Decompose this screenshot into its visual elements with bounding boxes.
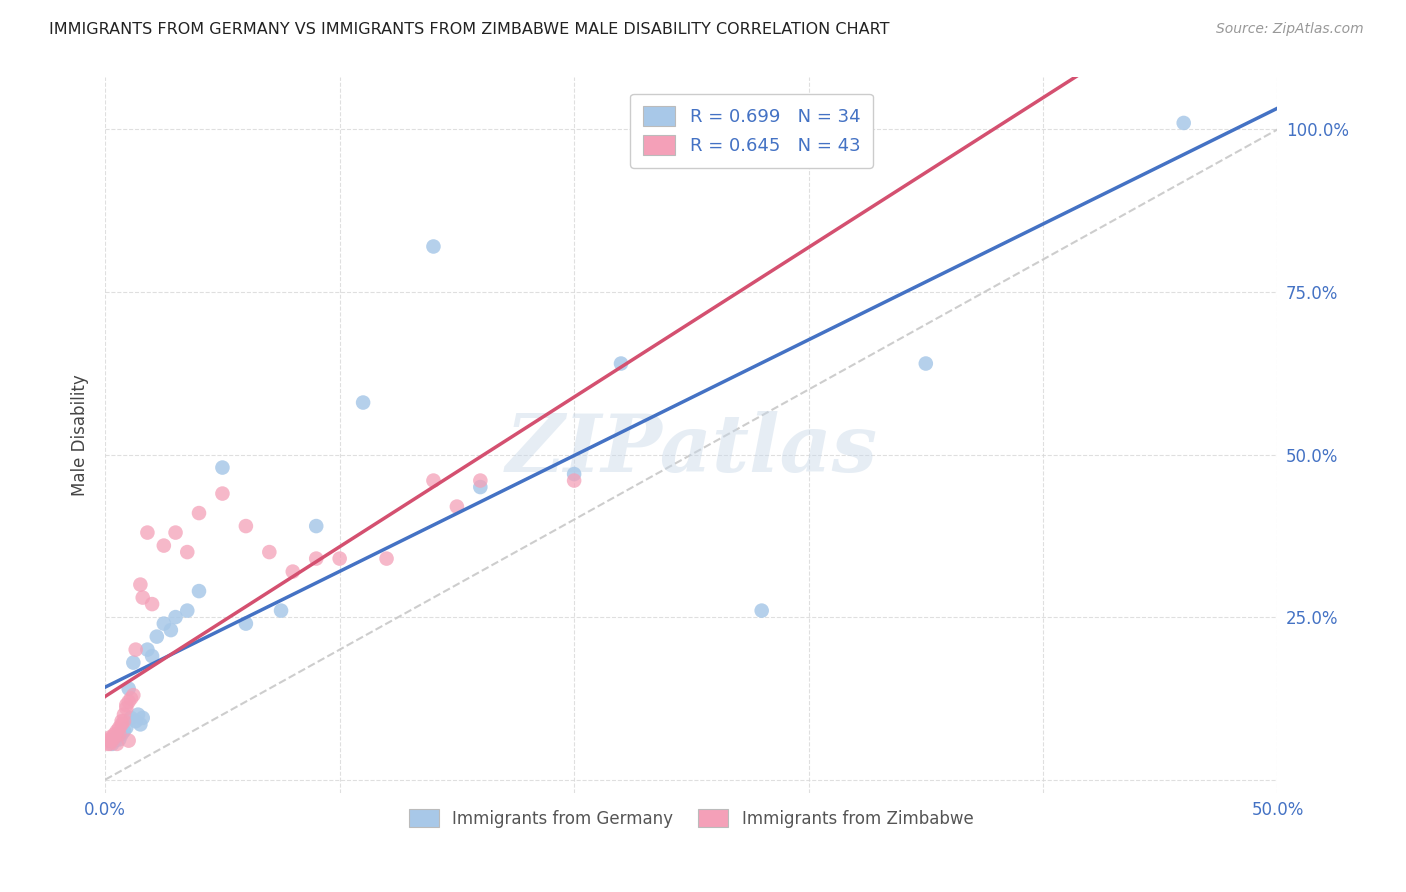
Point (115, 701, 138, 715)
Point (446, 500, 468, 514)
Point (98, 737, 121, 751)
Point (422, 239, 444, 253)
Point (105, 727, 128, 741)
Point (118, 695, 141, 709)
Point (329, 551, 352, 566)
Point (352, 395, 374, 409)
Point (132, 591, 155, 605)
Text: Source: ZipAtlas.com: Source: ZipAtlas.com (1216, 22, 1364, 37)
Point (188, 584, 211, 599)
Point (562, 467, 585, 481)
Point (120, 711, 142, 725)
Legend: Immigrants from Germany, Immigrants from Zimbabwe: Immigrants from Germany, Immigrants from… (402, 803, 980, 834)
Point (270, 604, 292, 618)
Point (211, 460, 233, 475)
Point (141, 597, 163, 611)
Point (160, 623, 183, 637)
Point (129, 717, 152, 731)
Point (112, 714, 135, 728)
Point (112, 707, 135, 722)
Point (112, 723, 135, 738)
Point (136, 642, 159, 657)
Point (127, 707, 149, 722)
Point (101, 737, 124, 751)
Point (105, 731, 128, 745)
Point (120, 691, 142, 706)
Point (111, 727, 134, 741)
Point (118, 681, 141, 696)
Y-axis label: Male Disability: Male Disability (72, 374, 89, 496)
Point (105, 737, 128, 751)
Point (105, 723, 128, 738)
Point (146, 630, 169, 644)
Point (111, 717, 134, 731)
Point (153, 539, 176, 553)
Point (375, 551, 398, 566)
Point (96, 737, 118, 751)
Text: IMMIGRANTS FROM GERMANY VS IMMIGRANTS FROM ZIMBABWE MALE DISABILITY CORRELATION : IMMIGRANTS FROM GERMANY VS IMMIGRANTS FR… (49, 22, 890, 37)
Point (165, 610, 187, 624)
Point (188, 506, 211, 520)
Point (129, 577, 152, 591)
Point (305, 551, 328, 566)
Point (562, 474, 585, 488)
Point (96, 733, 118, 747)
Point (281, 565, 304, 579)
Point (108, 721, 131, 735)
Point (176, 545, 198, 559)
Point (118, 733, 141, 747)
Point (122, 688, 145, 702)
Point (132, 711, 155, 725)
Point (1173, 116, 1195, 130)
Point (914, 357, 936, 371)
Point (470, 480, 492, 494)
Text: ZIPatlas: ZIPatlas (505, 410, 877, 488)
Point (125, 642, 148, 657)
Point (153, 616, 176, 631)
Point (104, 727, 127, 741)
Point (305, 519, 328, 533)
Point (176, 604, 198, 618)
Point (101, 733, 124, 747)
Point (136, 525, 159, 540)
Point (235, 616, 257, 631)
Point (104, 733, 127, 747)
Point (115, 721, 138, 735)
Point (122, 656, 145, 670)
Point (470, 474, 492, 488)
Point (111, 714, 134, 728)
Point (422, 474, 444, 488)
Point (259, 545, 281, 559)
Point (165, 525, 187, 540)
Point (108, 732, 131, 747)
Point (108, 727, 131, 741)
Point (235, 519, 257, 533)
Point (104, 731, 127, 745)
Point (751, 604, 773, 618)
Point (115, 698, 138, 712)
Point (141, 649, 163, 664)
Point (125, 714, 148, 728)
Point (610, 357, 633, 371)
Point (101, 731, 124, 745)
Point (211, 486, 233, 500)
Point (98, 731, 121, 745)
